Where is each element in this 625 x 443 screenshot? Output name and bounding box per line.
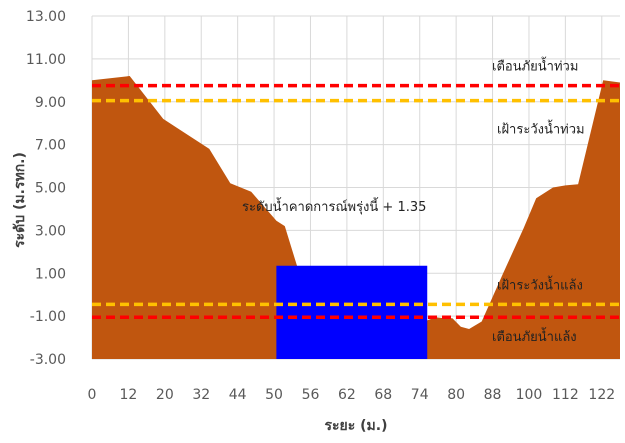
x-tick-label: 112	[552, 387, 579, 403]
y-tick-label: 3.00	[35, 223, 66, 239]
x-tick-label: 56	[302, 387, 320, 403]
x-tick-label: 62	[338, 387, 356, 403]
x-tick-label: 100	[516, 387, 543, 403]
reference-line-label: เฝ้าระวังน้ำท่วม	[497, 120, 585, 138]
water-layer: ระดับน้ำคาดการณ์พรุ่งนี้ + 1.35	[242, 197, 428, 359]
x-tick-label: 20	[156, 387, 174, 403]
reference-line-label: เตือนภัยน้ำท่วม	[492, 57, 578, 75]
terrain-area	[92, 76, 620, 359]
y-tick-label: 7.00	[35, 138, 66, 154]
x-axis-ticks: 0 12 20 32 44 50 56 62 68 74 80 88 100 112 122	[88, 387, 616, 403]
y-axis-ticks: 13.00 11.00 9.00 7.00 5.00 3.00 1.00 -1.00 -3.00	[26, 9, 66, 368]
reference-line-label: เฝ้าระวังน้ำแล้ง	[497, 275, 583, 293]
y-tick-label: 1.00	[35, 266, 66, 282]
y-tick-label: -1.00	[30, 309, 66, 325]
x-tick-label: 44	[229, 387, 247, 403]
x-tick-label: 12	[119, 387, 137, 403]
x-tick-label: 122	[588, 387, 615, 403]
reference-line-label: เตือนภัยน้ำแล้ง	[492, 327, 577, 345]
y-tick-label: 5.00	[35, 181, 66, 197]
y-tick-label: 11.00	[26, 52, 66, 68]
x-tick-label: 32	[192, 387, 210, 403]
reference-lines: เตือนภัยน้ำท่วมเฝ้าระวังน้ำท่วมเฝ้าระวัง…	[92, 57, 620, 345]
y-tick-label: 9.00	[35, 95, 66, 111]
x-tick-label: 68	[374, 387, 392, 403]
x-tick-label: 0	[88, 387, 97, 403]
y-tick-label: 13.00	[26, 9, 66, 25]
y-axis-label: ระดับ (ม.รทก.)	[12, 152, 28, 248]
y-tick-label: -3.00	[30, 352, 66, 368]
x-tick-label: 74	[411, 387, 429, 403]
water-level-area	[276, 265, 428, 359]
x-axis-label: ระยะ (ม.)	[325, 418, 388, 434]
x-tick-label: 80	[447, 387, 465, 403]
x-tick-label: 88	[484, 387, 502, 403]
water-level-label: ระดับน้ำคาดการณ์พรุ่งนี้ + 1.35	[242, 197, 426, 215]
x-tick-label: 50	[265, 387, 283, 403]
terrain-layer	[92, 76, 620, 359]
